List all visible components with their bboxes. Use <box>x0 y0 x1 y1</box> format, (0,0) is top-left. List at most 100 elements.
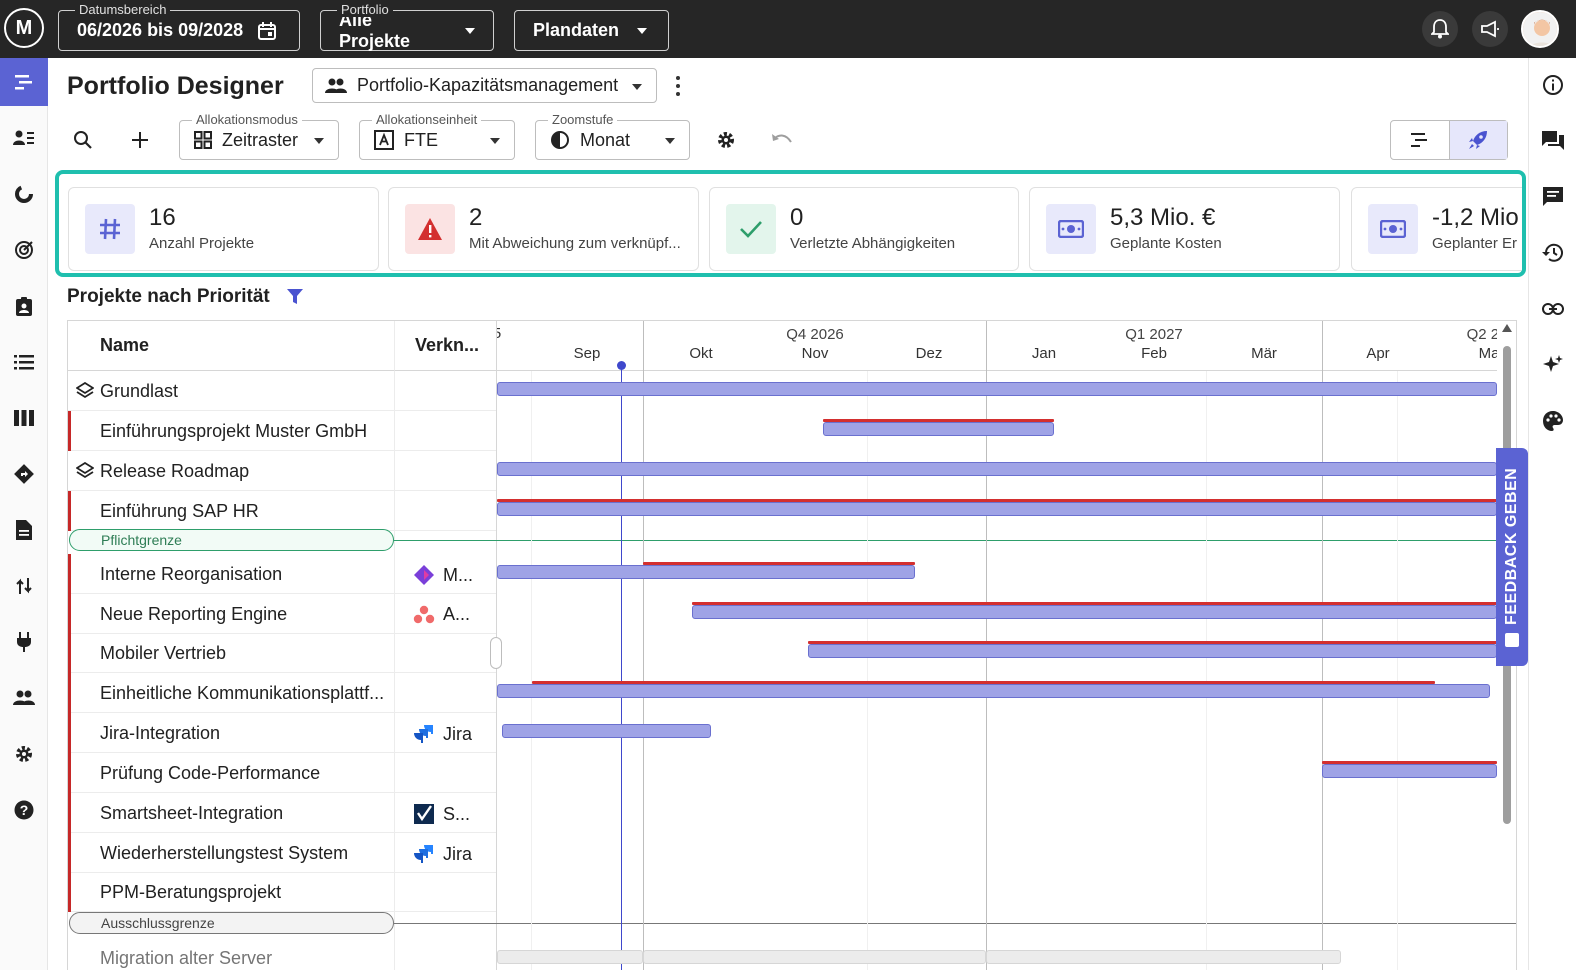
kpi-card-projects[interactable]: 16 Anzahl Projekte <box>68 187 379 271</box>
linked-system[interactable]: Jira <box>413 843 472 865</box>
kpi-value: 16 <box>149 204 176 231</box>
nav-board[interactable] <box>0 394 48 442</box>
portfolio-label: Portfolio <box>337 2 393 17</box>
nav-roadmap[interactable] <box>0 450 48 498</box>
allocation-mode-label: Allokationsmodus <box>192 112 302 127</box>
person-list-icon <box>13 130 34 145</box>
excluded-project-bar[interactable] <box>643 950 986 964</box>
table-row[interactable]: Release Roadmap <box>68 451 496 491</box>
project-bar[interactable] <box>497 382 1497 396</box>
optimize-view-button[interactable] <box>1448 121 1507 159</box>
linked-system-label: Jira <box>443 843 473 864</box>
deviation-line <box>808 641 1497 644</box>
kpi-card-planned-costs[interactable]: 5,3 Mio. € Geplante Kosten <box>1029 187 1340 271</box>
table-row[interactable]: PPM-Beratungsprojekt <box>68 872 496 912</box>
nav-list[interactable] <box>0 338 48 386</box>
search-button[interactable] <box>73 130 93 155</box>
zoom-level-select[interactable]: Zoomstufe Monat <box>535 112 690 160</box>
nav-portfolio-designer[interactable] <box>0 58 48 106</box>
table-row[interactable]: Mobiler Vertrieb <box>68 633 496 673</box>
date-range-value: 06/2026 bis 09/2028 <box>77 20 244 40</box>
project-bar[interactable] <box>497 462 1497 476</box>
nav-integrations[interactable] <box>0 618 48 666</box>
exclusion-limit-marker[interactable]: Ausschlussgrenze <box>69 912 394 934</box>
table-row[interactable]: Grundlast <box>68 371 496 411</box>
quarter-label: Q1 2027 <box>1125 326 1183 343</box>
nav-users[interactable] <box>0 674 48 722</box>
table-row[interactable]: Jira-Integration Jira <box>68 713 496 753</box>
linked-system[interactable]: M... <box>413 564 473 586</box>
filter-button[interactable] <box>287 289 303 310</box>
date-range-selector[interactable]: Datumsbereich 06/2026 bis 09/2028 <box>58 2 300 51</box>
table-row[interactable]: Einführungsprojekt Muster GmbH <box>68 411 496 451</box>
kpi-label: Verletzte Abhängigkeiten <box>790 235 956 252</box>
scroll-up-icon[interactable] <box>1502 324 1512 332</box>
table-row[interactable]: Prüfung Code-Performance <box>68 753 496 793</box>
nav-documents[interactable] <box>0 506 48 554</box>
user-avatar[interactable] <box>1521 10 1559 48</box>
nav-dashboard[interactable] <box>0 170 48 218</box>
nav-import-export[interactable] <box>0 562 48 610</box>
chat-button[interactable] <box>1529 177 1576 217</box>
theme-button[interactable] <box>1529 401 1576 441</box>
project-bar[interactable] <box>692 605 1497 619</box>
announcements-button[interactable] <box>1472 11 1508 47</box>
linked-system[interactable]: A... <box>413 604 470 625</box>
project-bar[interactable] <box>497 684 1490 698</box>
settings-button[interactable] <box>716 130 736 155</box>
excluded-project-bar[interactable] <box>986 950 1341 964</box>
microsoft-planner-icon <box>414 565 434 585</box>
gantt-view-button[interactable] <box>1391 121 1449 159</box>
allocation-mode-select[interactable]: Allokationsmodus Zeitraster <box>179 112 339 160</box>
deviation-flag <box>68 554 71 594</box>
cell-divider <box>394 713 395 753</box>
linked-system[interactable]: Jira <box>413 723 472 745</box>
more-options-icon[interactable] <box>670 74 686 98</box>
nav-help[interactable]: ? <box>0 786 48 834</box>
ai-button[interactable] <box>1529 345 1576 385</box>
nav-goals[interactable] <box>0 226 48 274</box>
column-header-linked[interactable]: Verkn... <box>394 321 496 371</box>
history-button[interactable] <box>1529 233 1576 273</box>
info-button[interactable] <box>1529 65 1576 105</box>
comments-button[interactable] <box>1529 121 1576 161</box>
project-bar[interactable] <box>502 724 711 738</box>
mandatory-limit-marker[interactable]: Pflichtgrenze <box>69 529 394 551</box>
project-bar[interactable] <box>497 502 1497 516</box>
view-selector[interactable]: Portfolio-Kapazitätsmanagement <box>312 68 657 103</box>
undo-button[interactable] <box>771 132 793 153</box>
notifications-button[interactable] <box>1422 11 1458 47</box>
nav-assignments[interactable] <box>0 282 48 330</box>
allocation-unit-select[interactable]: Allokationseinheit FTE <box>359 112 515 160</box>
table-row[interactable]: Interne Reorganisation M... <box>68 554 496 594</box>
project-bar[interactable] <box>1322 764 1497 778</box>
excluded-project-bar[interactable] <box>497 950 643 964</box>
kpi-card-dependencies[interactable]: 0 Verletzte Abhängigkeiten <box>709 187 1019 271</box>
project-bar[interactable] <box>497 565 915 579</box>
allocation-unit-value: FTE <box>404 129 438 150</box>
project-name: Migration alter Server <box>100 948 273 968</box>
feedback-button[interactable]: FEEDBACK GEBEN <box>1496 448 1528 666</box>
table-row[interactable]: Einführung SAP HR <box>68 491 496 531</box>
nav-resources[interactable] <box>0 114 48 162</box>
add-button[interactable] <box>130 130 150 155</box>
table-row[interactable]: Neue Reporting Engine A... <box>68 594 496 634</box>
kpi-value: 2 <box>469 204 483 231</box>
splitter-handle[interactable] <box>490 637 502 669</box>
portfolio-selector[interactable]: Portfolio Alle Projekte <box>320 2 494 51</box>
linked-system[interactable]: S... <box>413 803 470 825</box>
table-row[interactable]: Wiederherstellungstest System Jira <box>68 833 496 873</box>
nav-settings[interactable] <box>0 730 48 778</box>
table-row[interactable]: Smartsheet-Integration S... <box>68 793 496 833</box>
project-bar[interactable] <box>823 422 1054 436</box>
table-row[interactable]: Einheitliche Kommunikationsplattf... <box>68 673 496 713</box>
data-mode-selector[interactable]: Plandaten <box>514 10 669 51</box>
kpi-card-deviation[interactable]: 2 Mit Abweichung zum verknüpf... <box>388 187 699 271</box>
project-bar[interactable] <box>808 644 1497 658</box>
kpi-card-planned-revenue[interactable]: -1,2 Mio Geplanter Er <box>1351 187 1522 271</box>
document-icon <box>16 520 32 540</box>
column-header-name[interactable]: Name <box>68 321 394 371</box>
app-logo[interactable]: M <box>4 8 44 48</box>
table-row[interactable]: Migration alter Server <box>68 938 496 970</box>
link-button[interactable] <box>1529 289 1576 329</box>
